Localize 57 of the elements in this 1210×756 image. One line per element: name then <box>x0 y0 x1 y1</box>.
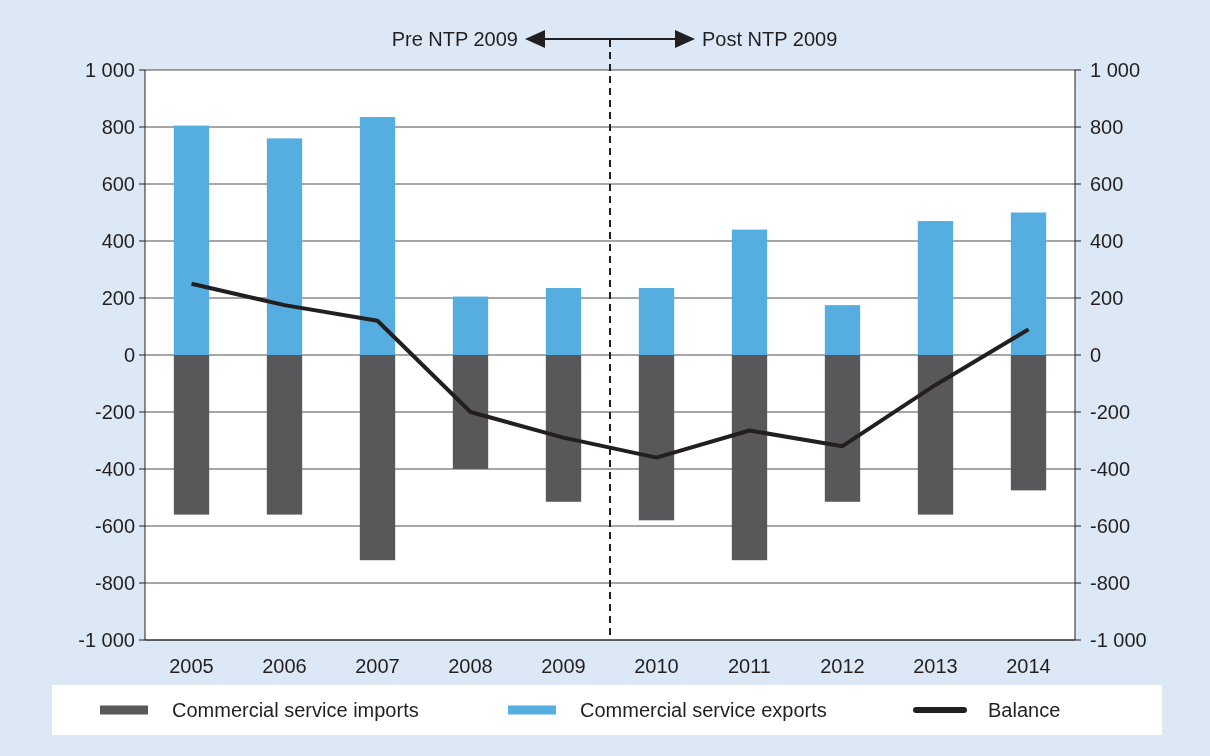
y2-tick-label: -200 <box>1090 401 1131 423</box>
y-tick-label: 400 <box>101 230 135 252</box>
y-tick-label: -600 <box>94 515 135 537</box>
bar <box>359 117 396 355</box>
x-tick-label: 2009 <box>541 655 586 677</box>
y2-tick-label: 200 <box>1090 287 1124 309</box>
legend-label: Commercial service imports <box>172 699 419 721</box>
y-tick-label: 600 <box>101 173 135 195</box>
bar <box>452 355 489 469</box>
y2-tick-label: 400 <box>1090 230 1124 252</box>
y2-tick-label: 600 <box>1090 173 1124 195</box>
bar <box>545 355 582 502</box>
x-tick-label: 2006 <box>262 655 307 677</box>
x-tick-label: 2013 <box>913 655 958 677</box>
text: Post NTP 2009 <box>702 28 838 50</box>
bar <box>638 355 675 521</box>
y2-tick-label: 0 <box>1090 344 1102 366</box>
text: Pre NTP 2009 <box>391 28 518 50</box>
y-tick-label: 200 <box>101 287 135 309</box>
y2-tick-label: 1 000 <box>1090 59 1141 81</box>
bar <box>824 305 861 355</box>
y2-tick-label: -800 <box>1090 572 1131 594</box>
x-tick-label: 2008 <box>448 655 493 677</box>
x-tick-label: 2007 <box>355 655 400 677</box>
bar <box>731 229 768 355</box>
y2-tick-label: 800 <box>1090 116 1124 138</box>
y-tick-label: -1 000 <box>78 629 135 651</box>
y2-tick-label: -600 <box>1090 515 1131 537</box>
x-tick-label: 2010 <box>634 655 679 677</box>
y-tick-label: -200 <box>94 401 135 423</box>
y-tick-label: 0 <box>123 344 135 366</box>
bar <box>1010 355 1047 491</box>
bar <box>545 288 582 355</box>
bar <box>173 125 210 355</box>
x-tick-label: 2011 <box>727 655 772 677</box>
legend-label: Balance <box>988 699 1061 721</box>
x-tick-label: 2014 <box>1006 655 1051 677</box>
bar <box>824 355 861 502</box>
y2-tick-label: -1 000 <box>1090 629 1147 651</box>
y-tick-label: 1 000 <box>84 59 135 81</box>
legend-label: Commercial service exports <box>580 699 827 721</box>
x-tick-label: 2012 <box>820 655 865 677</box>
bar <box>173 355 210 515</box>
bar <box>452 296 489 355</box>
y-tick-label: -800 <box>94 572 135 594</box>
bar <box>266 355 303 515</box>
y-tick-label: 800 <box>101 116 135 138</box>
bar <box>917 221 954 355</box>
bar <box>917 355 954 515</box>
bar <box>731 355 768 561</box>
x-tick-label: 2005 <box>169 655 214 677</box>
bar <box>638 288 675 355</box>
y-tick-label: -400 <box>94 458 135 480</box>
bar <box>359 355 396 561</box>
bar <box>1010 212 1047 355</box>
y2-tick-label: -400 <box>1090 458 1131 480</box>
bar <box>266 138 303 355</box>
